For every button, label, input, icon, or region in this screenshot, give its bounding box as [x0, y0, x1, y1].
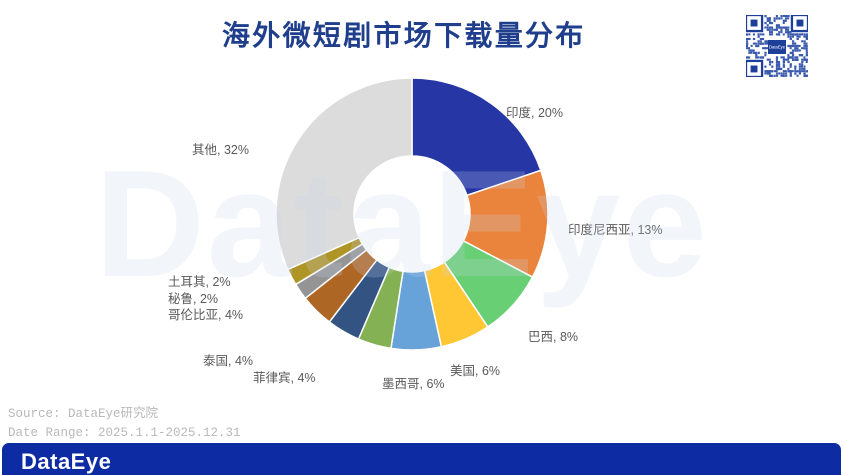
svg-text:DataEye: DataEye: [769, 45, 786, 50]
